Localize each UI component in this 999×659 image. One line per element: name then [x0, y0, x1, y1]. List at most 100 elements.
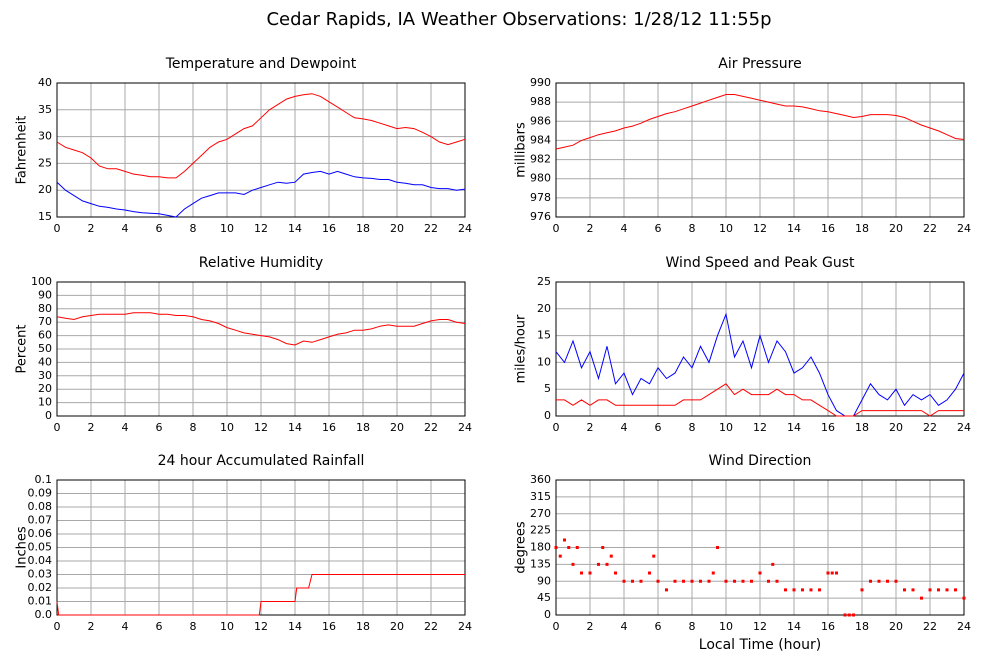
data-point — [886, 579, 889, 583]
data-point — [920, 596, 923, 600]
x-tick-label: 18 — [855, 222, 869, 235]
x-tick-label: 2 — [88, 222, 95, 235]
y-tick-label: 270 — [530, 507, 551, 520]
y-axis-label: miles/hour — [514, 314, 529, 383]
x-tick-label: 16 — [322, 620, 336, 633]
x-tick-label: 12 — [254, 222, 268, 235]
y-tick-label: 30 — [38, 130, 52, 143]
y-tick-label: 15 — [537, 329, 551, 342]
data-point — [843, 613, 847, 617]
data-line — [556, 383, 964, 417]
data-point — [830, 571, 834, 575]
data-point — [716, 546, 719, 549]
data-point — [801, 588, 804, 592]
y-tick-label: 60 — [38, 329, 52, 342]
y-tick-label: 0.1 — [35, 473, 53, 486]
y-tick-label: 20 — [38, 183, 52, 196]
y-tick-label: 45 — [537, 591, 551, 604]
y-tick-label: 20 — [38, 382, 52, 395]
y-tick-label: 90 — [38, 288, 52, 301]
x-tick-label: 2 — [88, 421, 95, 434]
data-point — [614, 571, 617, 575]
chart-title: Air Pressure — [718, 56, 801, 72]
y-tick-label: 986 — [530, 114, 551, 127]
x-tick-label: 18 — [356, 620, 370, 633]
y-tick-label: 135 — [530, 557, 551, 570]
data-line — [56, 312, 466, 346]
chart-title: 24 hour Accumulated Rainfall — [158, 453, 365, 469]
x-tick-label: 4 — [122, 222, 129, 235]
x-tick-label: 8 — [689, 620, 696, 633]
data-point — [580, 571, 583, 575]
data-point — [818, 588, 821, 592]
y-tick-label: 0 — [544, 409, 551, 422]
x-tick-label: 4 — [621, 222, 628, 235]
data-point — [954, 588, 957, 592]
data-line — [555, 94, 965, 150]
x-tick-label: 6 — [655, 421, 662, 434]
data-point — [869, 579, 872, 583]
x-tick-label: 0 — [54, 222, 61, 235]
data-point — [711, 571, 715, 575]
x-tick-label: 6 — [156, 222, 163, 235]
plot-frame — [555, 82, 965, 218]
y-tick-label: 80 — [38, 302, 52, 315]
data-point — [945, 588, 949, 592]
chart-title: Temperature and Dewpoint — [165, 56, 357, 72]
data-point — [937, 588, 940, 592]
y-tick-label: 35 — [38, 103, 52, 116]
x-tick-label: 14 — [787, 620, 801, 633]
x-tick-label: 20 — [390, 421, 404, 434]
y-tick-label: 0 — [544, 608, 551, 621]
x-tick-label: 6 — [156, 620, 163, 633]
x-tick-label: 6 — [655, 222, 662, 235]
y-tick-label: 0.04 — [28, 554, 53, 567]
y-tick-label: 90 — [537, 574, 551, 587]
x-tick-label: 20 — [390, 222, 404, 235]
x-tick-label: 12 — [753, 421, 767, 434]
data-line — [56, 93, 466, 179]
y-tick-label: 100 — [31, 275, 52, 288]
plot-frame — [56, 82, 466, 218]
data-point — [707, 579, 711, 583]
y-tick-label: 0.02 — [28, 581, 53, 594]
x-tick-label: 20 — [889, 421, 903, 434]
data-point — [656, 579, 660, 583]
data-point — [588, 571, 592, 575]
y-tick-label: 10 — [537, 355, 551, 368]
data-point — [652, 554, 656, 558]
plot-frame — [56, 281, 466, 417]
data-point — [894, 579, 898, 583]
x-tick-label: 2 — [587, 222, 594, 235]
data-point — [733, 579, 736, 583]
x-tick-label: 18 — [855, 421, 869, 434]
chart-title: Wind Speed and Peak Gust — [666, 255, 855, 271]
data-point — [622, 579, 626, 583]
data-point — [847, 613, 851, 617]
y-tick-label: 0.01 — [28, 595, 53, 608]
y-tick-label: 988 — [530, 95, 551, 108]
x-tick-label: 0 — [553, 620, 560, 633]
data-point — [631, 579, 634, 583]
data-point — [563, 538, 566, 542]
x-tick-label: 24 — [957, 421, 971, 434]
x-tick-label: 18 — [356, 421, 370, 434]
y-axis-label: degrees — [514, 521, 529, 574]
x-tick-label: 14 — [288, 222, 302, 235]
x-tick-label: 22 — [424, 222, 438, 235]
x-tick-label: 24 — [458, 620, 472, 633]
x-tick-label: 24 — [957, 620, 971, 633]
x-tick-label: 10 — [220, 222, 234, 235]
data-point — [741, 579, 745, 583]
x-tick-label: 16 — [821, 421, 835, 434]
x-tick-label: 4 — [621, 620, 628, 633]
data-point — [928, 588, 932, 592]
y-tick-label: 20 — [537, 302, 551, 315]
plot-frame — [555, 281, 965, 417]
x-tick-label: 10 — [719, 620, 733, 633]
y-tick-label: 980 — [530, 172, 551, 185]
y-tick-label: 25 — [537, 275, 551, 288]
x-tick-label: 2 — [587, 421, 594, 434]
y-tick-label: 0.07 — [28, 514, 53, 527]
data-point — [575, 546, 579, 549]
